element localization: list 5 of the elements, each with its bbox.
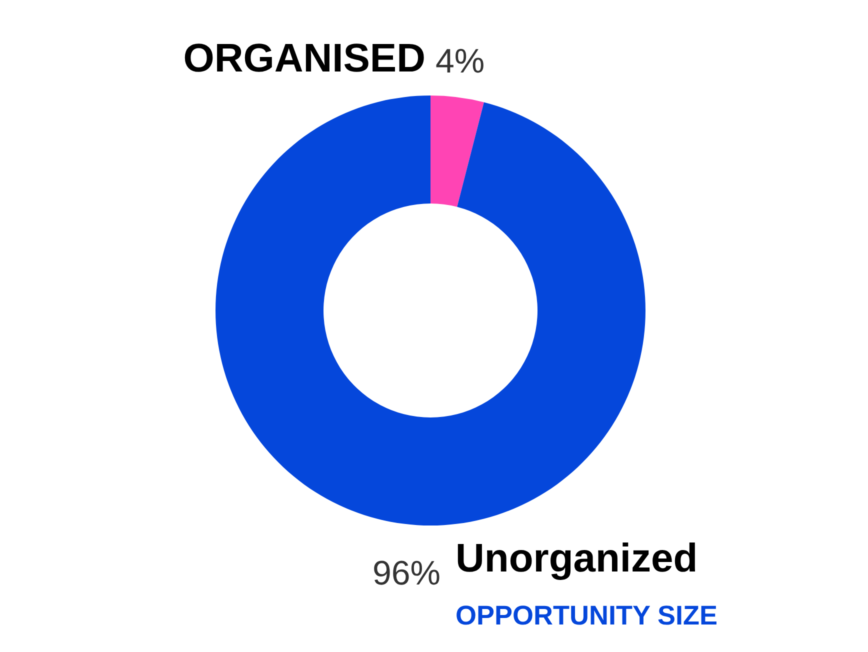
text: OPPORTUNITY SIZE [456, 600, 718, 630]
slice-label: Unorganized [456, 536, 698, 580]
data-label: 96% [372, 554, 441, 592]
slice-label: ORGANISED [183, 36, 426, 80]
data-label: 4% [436, 42, 485, 80]
